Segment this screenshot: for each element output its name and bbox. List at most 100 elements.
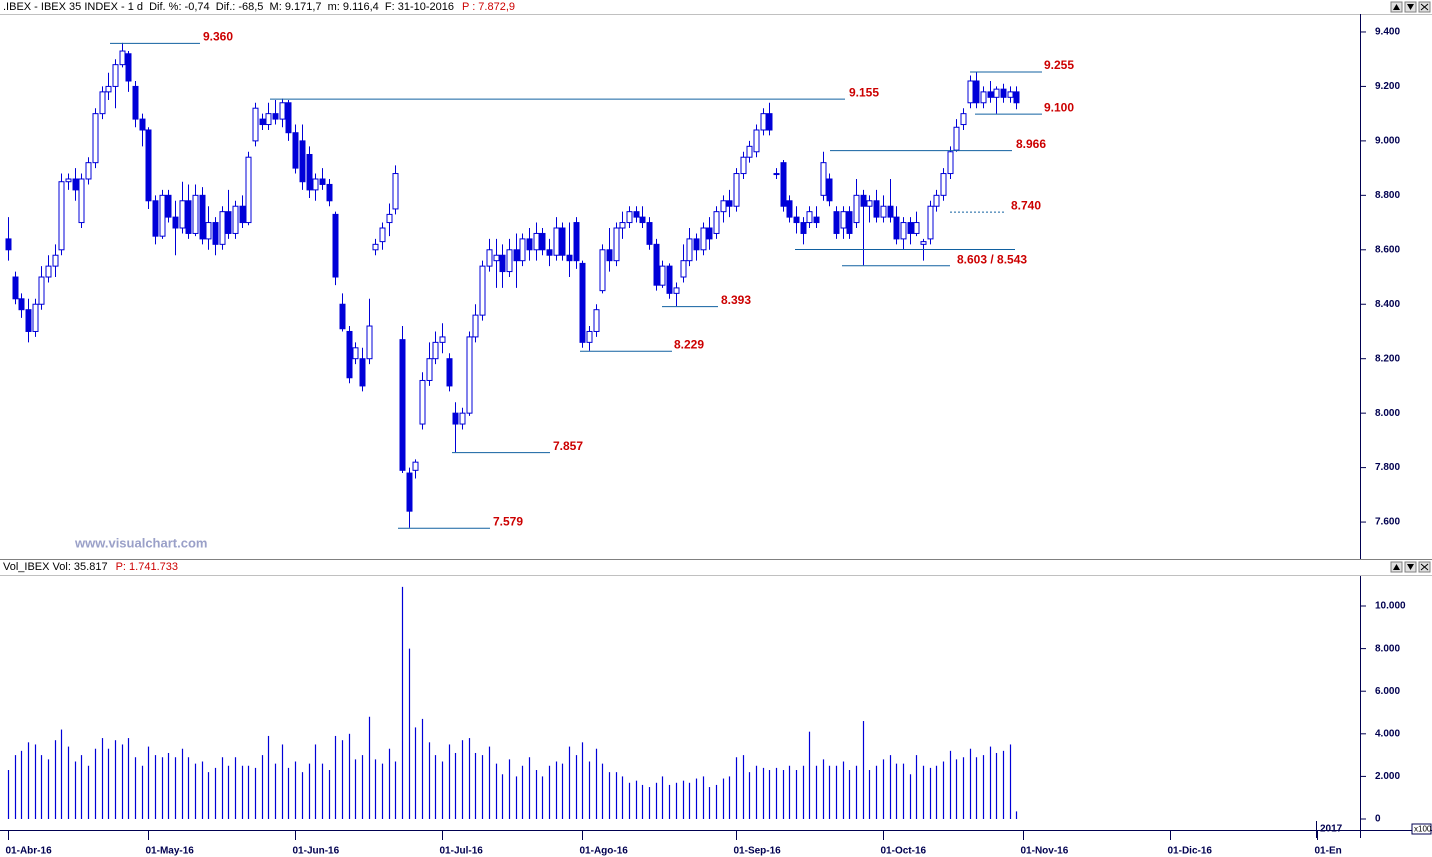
candle-body — [506, 249, 513, 273]
candle-body — [352, 347, 359, 360]
x-tick-label: 01-Oct-16 — [881, 846, 927, 857]
y-tick-label: 7.800 — [1375, 462, 1400, 473]
y-tick-label: 0 — [1375, 814, 1381, 825]
y-tick-label: 7.600 — [1375, 517, 1400, 528]
candle-body — [947, 151, 954, 175]
candle-body — [406, 472, 413, 512]
candle-body — [766, 113, 773, 131]
candle-body — [299, 140, 306, 183]
x-tick-label: 01-Abr-16 — [6, 846, 53, 857]
candle-body — [386, 213, 393, 224]
candle-body — [112, 64, 119, 87]
candle-body — [312, 178, 319, 191]
candle-body — [392, 173, 399, 210]
candle-body — [559, 227, 566, 256]
y-tick-label: 8.000 — [1375, 408, 1400, 419]
candle-body — [252, 107, 259, 142]
candle-body — [880, 205, 887, 218]
level-label: 7.579 — [493, 514, 523, 528]
candle-body — [579, 262, 586, 343]
candle-body — [726, 200, 733, 207]
candle-body — [205, 222, 212, 240]
y-tick-label: 8.200 — [1375, 353, 1400, 364]
candle-body — [900, 222, 907, 240]
candle-body — [700, 227, 707, 251]
candle-body — [846, 211, 853, 234]
candle-body — [840, 211, 847, 229]
header-title: .IBEX - IBEX 35 INDEX - 1 d Dif. %: -0,7… — [3, 1, 454, 13]
candle-body — [826, 178, 833, 202]
candle-body — [720, 200, 727, 213]
candle-body — [566, 254, 573, 262]
candle-body — [553, 227, 560, 256]
candle-body — [513, 249, 520, 262]
candle-body — [432, 341, 439, 360]
candle-body — [533, 232, 540, 251]
candle-body — [973, 80, 980, 104]
candle-body — [412, 461, 419, 471]
candle-body — [165, 194, 172, 218]
candle-body — [105, 85, 112, 93]
candle-body — [860, 194, 867, 207]
candle-body — [446, 358, 453, 387]
candle-body — [593, 309, 600, 332]
price-window-buttons[interactable] — [1390, 1, 1431, 13]
candle-body — [372, 243, 379, 251]
candle-body — [78, 178, 85, 224]
candle-body — [139, 118, 146, 131]
x-tick-label: 01-Ago-16 — [580, 846, 629, 857]
candle-body — [1013, 91, 1020, 104]
candle-body — [980, 91, 987, 104]
candle-body — [820, 162, 827, 196]
level-label: 9.360 — [203, 30, 233, 44]
y-tick-label: 9.200 — [1375, 81, 1400, 92]
candle-body — [806, 211, 813, 224]
candle-body — [172, 216, 179, 229]
candle-body — [272, 113, 279, 120]
candle-body — [58, 181, 65, 251]
candle-body — [99, 91, 106, 115]
candle-body — [85, 162, 92, 180]
button-close-icon — [1420, 563, 1429, 571]
candle-body — [199, 194, 206, 240]
candle-body — [519, 238, 526, 262]
level-label: 9.100 — [1044, 100, 1074, 114]
candle-body — [539, 232, 546, 251]
candle-body — [686, 238, 693, 262]
candle-body — [499, 254, 506, 273]
x-tick-label: 01-Dic-16 — [1168, 846, 1213, 857]
candle-body — [132, 85, 139, 120]
level-label: 8.740 — [1011, 198, 1041, 212]
candle-body — [753, 129, 760, 153]
candle-body — [626, 211, 633, 224]
level-label: 9.155 — [849, 85, 879, 99]
candle-body — [920, 241, 927, 245]
y-tick-label: 4.000 — [1375, 728, 1400, 739]
candle-body — [419, 379, 426, 425]
candle-body — [306, 153, 313, 191]
candle-body — [953, 126, 960, 151]
candle-body — [25, 309, 32, 332]
candle-body — [466, 336, 473, 414]
volume-window-buttons[interactable] — [1390, 561, 1431, 573]
y-tick-label: 9.000 — [1375, 136, 1400, 147]
candle-body — [619, 222, 626, 229]
y-unit-label: x100 — [1414, 825, 1432, 834]
candle-body — [873, 200, 880, 218]
candle-body — [12, 276, 19, 300]
candle-body — [773, 173, 780, 176]
candle-body — [219, 211, 226, 245]
candle-body — [673, 287, 680, 294]
x-tick-label: 01-May-16 — [146, 846, 195, 857]
candle-body — [192, 194, 199, 234]
level-label: 8.393 — [721, 293, 751, 307]
candle-body — [960, 113, 967, 126]
x-tick-label: 01-Jun-16 — [293, 846, 340, 857]
candle-body — [145, 129, 152, 202]
candle-body — [646, 222, 653, 245]
y-tick-label: 8.400 — [1375, 299, 1400, 310]
candle-body — [379, 227, 386, 243]
year-label: 2017 — [1320, 824, 1343, 835]
